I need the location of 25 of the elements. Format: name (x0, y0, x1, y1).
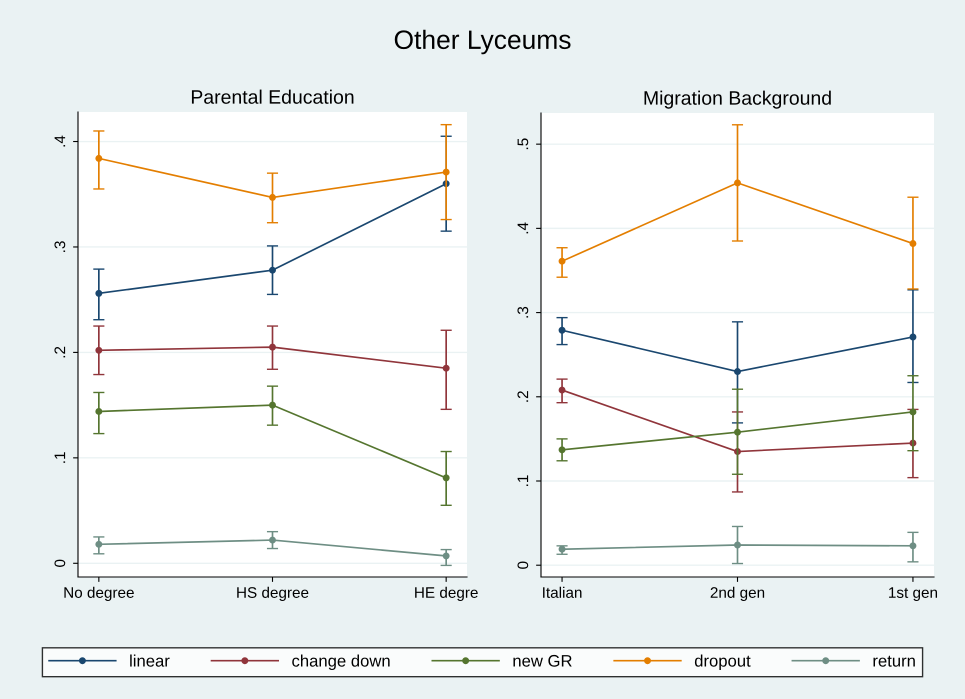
y-tick-label: .2 (517, 391, 528, 402)
legend-label: dropout (694, 654, 751, 670)
y-tick-label: 0 (517, 562, 528, 569)
x-tick-label: HS degree (237, 586, 308, 601)
chart-subtitle: Parental Education (192, 90, 354, 104)
y-tick-label: .4 (518, 222, 528, 234)
legend-label: linear (130, 654, 170, 667)
y-tick-label: .5 (518, 138, 528, 150)
y-tick-label: .3 (517, 306, 528, 318)
x-tick-label: No degree (64, 586, 134, 601)
legend-label: new GR (513, 654, 572, 667)
y-tick-label: .1 (518, 475, 528, 486)
x-tick-label: 2nd gen (710, 586, 764, 601)
legend-label: return (873, 656, 915, 667)
chart-title: Other Lyceums (394, 30, 571, 54)
y-tick-label: .2 (54, 346, 66, 358)
x-tick-label: HE degre (415, 586, 478, 601)
y-tick-label: .3 (54, 241, 66, 252)
legend-label: change down (292, 654, 390, 670)
y-tick-label: .1 (54, 452, 66, 463)
y-tick-label: 0 (54, 560, 66, 567)
x-tick-label: 1st gen (889, 587, 938, 601)
y-tick-label: .4 (54, 136, 66, 146)
x-tick-label: Italian (543, 586, 582, 598)
chart-subtitle: Migration Background (644, 90, 831, 109)
